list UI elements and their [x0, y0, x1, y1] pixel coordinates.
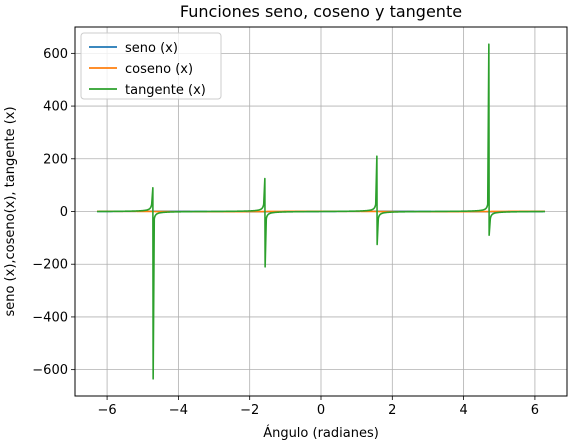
- legend-label-tangente: tangente (x): [125, 83, 206, 98]
- x-tick-label: −6: [98, 403, 117, 418]
- y-tick-label: 200: [43, 152, 68, 167]
- x-tick-label: 4: [459, 403, 467, 418]
- ticks: −6 −4 −2 0 2 4 6 −600 −400 −200 0 200 400 600: [32, 47, 539, 418]
- y-tick-label: 400: [43, 100, 68, 115]
- x-tick-label: 6: [531, 403, 539, 418]
- x-tick-label: 0: [317, 403, 325, 418]
- plot-lines: [96, 43, 546, 380]
- x-tick-label: −2: [240, 403, 259, 418]
- series-line-tan: [96, 43, 546, 380]
- y-axis-label: seno (x),coseno(x), tangente (x): [3, 106, 18, 316]
- x-tick-label: −4: [169, 403, 188, 418]
- legend-label-seno: seno (x): [125, 41, 178, 56]
- y-tick-label: −400: [32, 310, 68, 325]
- y-tick-label: −200: [32, 258, 68, 273]
- legend-label-coseno: coseno (x): [125, 62, 193, 77]
- chart-title: Funciones seno, coseno y tangente: [180, 2, 462, 21]
- legend: seno (x) coseno (x) tangente (x): [80, 32, 222, 100]
- x-axis-label: Ángulo (radianes): [263, 425, 379, 441]
- y-tick-label: −600: [32, 363, 68, 378]
- x-tick-label: 2: [388, 403, 396, 418]
- y-tick-label: 0: [60, 205, 68, 220]
- legend-box: [80, 32, 222, 100]
- y-tick-label: 600: [43, 47, 68, 62]
